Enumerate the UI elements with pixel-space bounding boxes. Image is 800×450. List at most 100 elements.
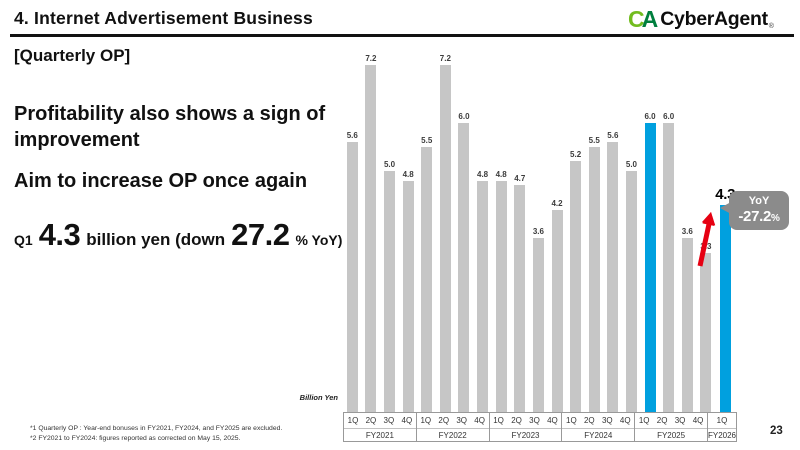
- bar-FY2025-4Q: 3.3: [697, 242, 716, 412]
- yoy-callout-value: -27.2%: [738, 208, 780, 226]
- quarter-label: 1Q: [493, 416, 504, 425]
- quarter-label: 3Q: [674, 416, 686, 425]
- bar-value-label: 3.6: [681, 227, 693, 236]
- bar-value-label: 5.6: [346, 131, 358, 140]
- bar-FY2024-4Q: 5.0: [622, 160, 641, 412]
- bar-rect: [402, 181, 414, 412]
- bar-FY2023-2Q: 4.7: [510, 174, 529, 412]
- bar-rect: [514, 185, 526, 412]
- bar-rect: [532, 238, 544, 412]
- bar-value-label: 6.0: [644, 112, 656, 121]
- bar-FY2024-3Q: 5.6: [604, 131, 623, 412]
- kpi-unit: billion yen (down: [86, 230, 226, 250]
- bar-value-label: 7.2: [365, 54, 377, 63]
- chart-section-label: [Quarterly OP]: [14, 46, 131, 65]
- footnotes: *1 Quarterly OP : Year-end bonuses in FY…: [30, 424, 282, 444]
- bar-rect: [644, 123, 656, 412]
- axis-group-FY2021: 1Q 2Q 3Q 4Q FY2021: [344, 413, 416, 441]
- axis-group-FY2022: 1Q 2Q 3Q 4Q FY2022: [415, 413, 489, 441]
- axis-group-FY2023: 1Q 2Q 3Q 4Q FY2023: [488, 413, 562, 441]
- quarter-label: 2Q: [511, 416, 522, 425]
- x-axis-table: 1Q 2Q 3Q 4Q FY2021 1Q 2Q 3Q 4Q FY2022 1Q 2Q 3Q 4Q FY20…: [343, 412, 737, 442]
- yoy-callout-label: YoY: [748, 195, 770, 207]
- fiscal-year-label: FY2021: [365, 431, 394, 440]
- quarter-label: 2Q: [583, 416, 595, 425]
- bar-FY2021-4Q: 4.8: [399, 170, 418, 412]
- bar-FY2025-3Q: 3.6: [678, 227, 697, 412]
- fiscal-year-label: FY2023: [511, 431, 540, 440]
- bar-value-label: 4.8: [495, 170, 507, 179]
- bar-FY2023-1Q: 4.8: [492, 170, 511, 412]
- bar-value-label: 4.8: [477, 170, 489, 179]
- bar-rect: [421, 147, 433, 412]
- bar-FY2023-3Q: 3.6: [529, 227, 548, 412]
- ca-logo-mark: CA: [628, 6, 658, 32]
- bar-rect: [458, 123, 470, 412]
- bar-rect: [625, 171, 637, 412]
- footnote-1: *1 Quarterly OP : Year-end bonuses in FY…: [30, 425, 283, 432]
- bar-rect: [439, 65, 451, 412]
- bar-rect: [700, 253, 712, 412]
- quarter-label: 3Q: [601, 416, 613, 425]
- kpi-quarter: Q1: [14, 232, 33, 249]
- bar-FY2021-3Q: 5.0: [380, 160, 399, 412]
- bar-rect: [719, 205, 731, 412]
- bar-value-label: 7.2: [439, 54, 451, 63]
- bar-FY2021-1Q: 5.6: [343, 131, 362, 412]
- bar-rect: [365, 65, 377, 412]
- bar-FY2022-4Q: 4.8: [473, 170, 492, 412]
- header-divider: [10, 34, 794, 37]
- axis-group-FY2025: 1Q 2Q 3Q 4Q FY2025: [634, 413, 707, 441]
- quarter-label: 1Q: [566, 416, 577, 425]
- bar-rect: [570, 161, 582, 412]
- cyberagent-logo: CA CyberAgent ®: [628, 6, 774, 33]
- bar-value-label: 5.6: [607, 131, 619, 140]
- axis-group-FY2024: 1Q 2Q 3Q 4Q FY2024: [561, 413, 635, 441]
- bar-rect: [495, 181, 507, 412]
- bar-FY2025-2Q: 6.0: [659, 112, 678, 412]
- axis-unit-label: Billion Yen: [299, 393, 338, 402]
- bar-rect: [663, 123, 675, 412]
- bar-value-label: 6.0: [663, 112, 675, 121]
- footnote-2: *2 FY2021 to FY2024: figures reported as…: [30, 435, 241, 443]
- quarter-label: 4Q: [547, 416, 558, 425]
- bar-FY2022-3Q: 6.0: [455, 112, 474, 412]
- fiscal-year-label: FY2025: [657, 431, 686, 440]
- bar-value-label: 5.5: [421, 136, 433, 145]
- quarter-label: 2Q: [365, 416, 377, 425]
- fiscal-year-label: FY2026: [707, 431, 737, 440]
- bar-rect: [384, 171, 396, 412]
- kpi-percent: 27.2: [231, 217, 290, 253]
- quarter-label: 2Q: [656, 416, 668, 425]
- bar-value-label: 4.2: [551, 199, 563, 208]
- page-number: 23: [770, 425, 783, 437]
- bar-FY2022-1Q: 5.5: [417, 136, 436, 412]
- ca-logo-text: CyberAgent: [660, 8, 768, 30]
- bar-FY2025-1Q: 6.0: [641, 112, 660, 412]
- bar-FY2024-1Q: 5.2: [566, 150, 585, 412]
- q1-op-highlight: Q1 4.3 billion yen (down 27.2 % YoY): [14, 217, 348, 253]
- quarter-label: 3Q: [456, 416, 468, 425]
- axis-group-FY2026: 1Q FY2026: [706, 413, 737, 441]
- quarter-label: 3Q: [529, 416, 540, 425]
- bar-value-label: 4.8: [402, 170, 414, 179]
- bar-value-label: 3.3: [700, 242, 712, 251]
- bar-value-label: 5.2: [570, 150, 582, 159]
- fiscal-year-label: FY2024: [584, 431, 613, 440]
- bar-value-label: 5.5: [588, 136, 600, 145]
- quarter-label: 1Q: [638, 416, 650, 425]
- quarter-label: 1Q: [347, 416, 359, 425]
- bar-value-label: 4.7: [514, 174, 526, 183]
- bar-rect: [607, 142, 619, 412]
- bar-FY2023-4Q: 4.2: [548, 199, 567, 412]
- quarter-label: 4Q: [692, 416, 704, 425]
- registered-mark: ®: [768, 23, 774, 30]
- yoy-callout: YoY -27.2%: [720, 191, 789, 231]
- bar-FY2021-2Q: 7.2: [362, 54, 381, 412]
- bar-rect: [346, 142, 358, 412]
- key-message-2: Aim to increase OP once again: [14, 170, 308, 193]
- quarter-label: 2Q: [438, 416, 450, 425]
- quarter-label: 3Q: [383, 416, 395, 425]
- fiscal-year-label: FY2022: [438, 431, 467, 440]
